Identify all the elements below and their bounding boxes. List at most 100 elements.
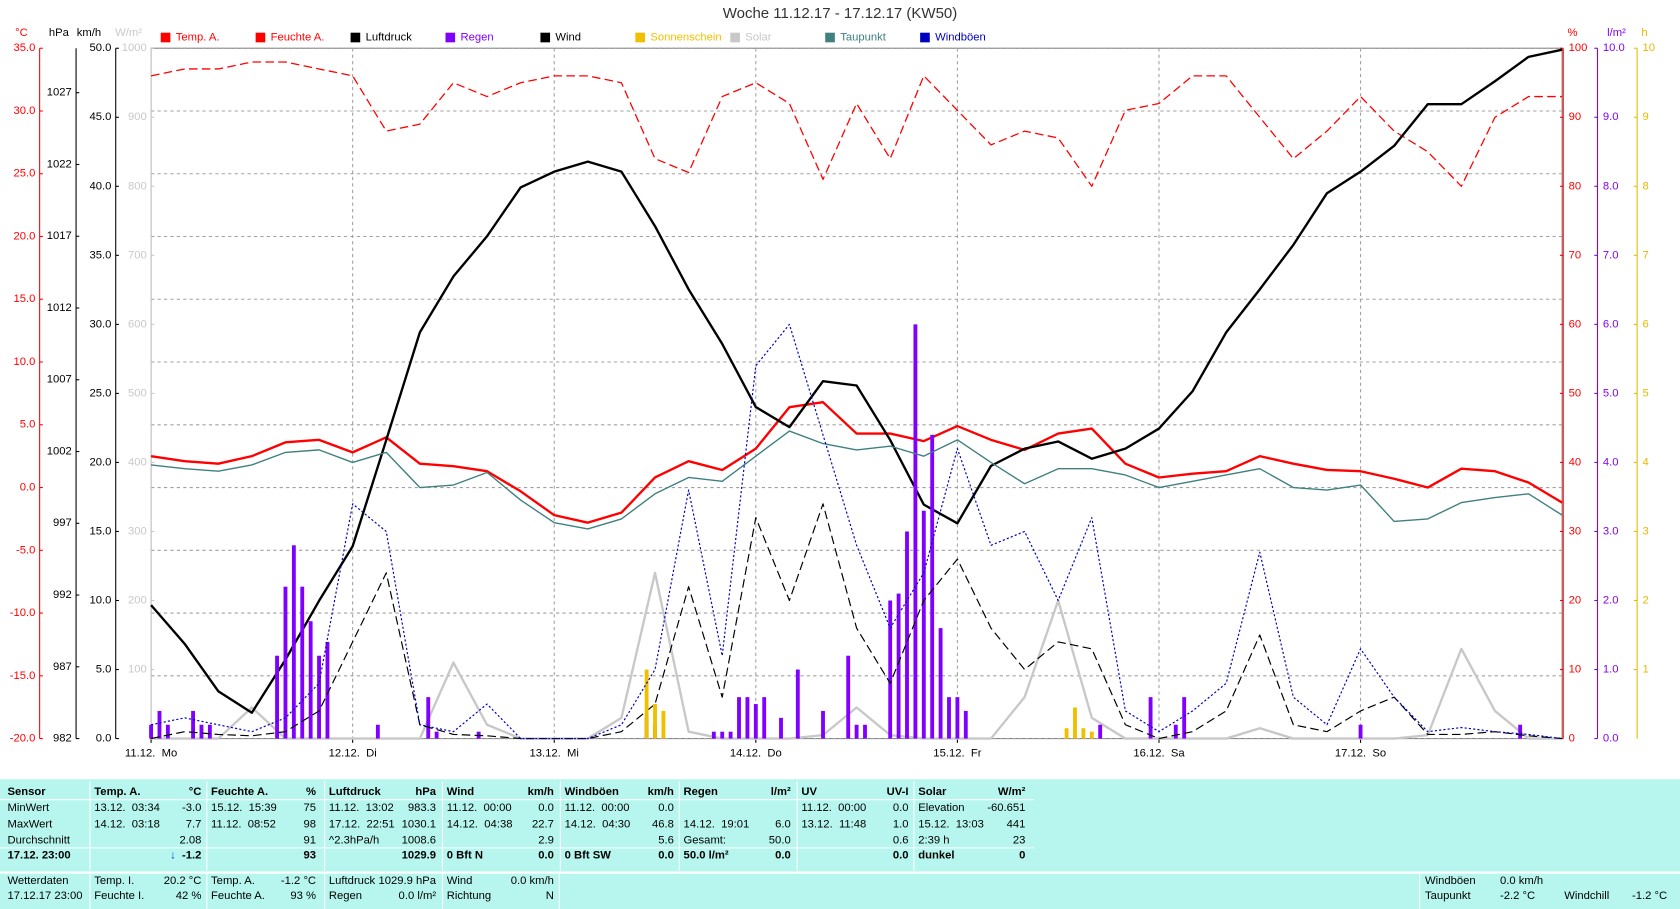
y-tick-label: 992 bbox=[53, 589, 72, 601]
legend-label: Taupunkt bbox=[840, 31, 887, 43]
y-tick-label: 10.0 bbox=[1603, 42, 1625, 54]
bar bbox=[207, 724, 212, 739]
footer-value: 42 % bbox=[176, 890, 202, 902]
bar bbox=[896, 593, 901, 739]
column-unit: W/m² bbox=[998, 786, 1026, 798]
bar bbox=[300, 586, 305, 739]
y-tick-label: 5.0 bbox=[1603, 387, 1619, 399]
bar bbox=[745, 697, 750, 739]
series-line bbox=[151, 571, 1563, 740]
legend-swatch bbox=[920, 32, 930, 43]
column-header: UV bbox=[801, 786, 817, 798]
cell-value: 983.3 bbox=[408, 802, 436, 814]
y-tick-label: 900 bbox=[128, 111, 147, 123]
footer-value: 1029.9 hPa bbox=[379, 875, 437, 887]
legend-swatch bbox=[635, 32, 645, 43]
cell-value: -1.2 bbox=[182, 849, 201, 861]
bar bbox=[644, 669, 649, 739]
bar bbox=[905, 531, 909, 739]
y-tick-label: 400 bbox=[128, 456, 147, 468]
y-tick-label: 40 bbox=[1569, 456, 1582, 468]
footer-label: Luftdruck bbox=[329, 875, 376, 887]
footer-label: Feuchte I. bbox=[94, 890, 144, 902]
legend-label: Sonnenschein bbox=[650, 31, 721, 43]
cell-label: 14.12. 03:18 bbox=[94, 818, 160, 830]
legend-label: Temp. A. bbox=[176, 31, 220, 43]
bar bbox=[863, 724, 867, 739]
legend-label: Windböen bbox=[935, 31, 986, 43]
chart-title: Woche 11.12.17 - 17.12.17 (KW50) bbox=[723, 5, 958, 22]
cell-value: 0.0 bbox=[658, 802, 674, 814]
y-tick-label: 5.0 bbox=[96, 663, 112, 675]
x-tick-label: 12.12. Di bbox=[329, 748, 377, 760]
footer-label: Regen bbox=[329, 890, 362, 902]
legend-swatch bbox=[350, 32, 361, 43]
cell-label: Elevation bbox=[918, 802, 964, 814]
y-tick-label: 10 bbox=[1643, 42, 1656, 54]
bar bbox=[1173, 724, 1178, 739]
y-tick-label: 7 bbox=[1643, 249, 1649, 261]
y-tick-label: 982 bbox=[53, 733, 72, 745]
legend-label: Solar bbox=[745, 31, 772, 43]
cell-value: -3.0 bbox=[182, 802, 201, 814]
y-tick-label: 30 bbox=[1569, 525, 1582, 537]
cell-value: 46.8 bbox=[652, 818, 674, 830]
cell-label: 15.12. 13:03 bbox=[918, 818, 984, 830]
y-tick-label: 50.0 bbox=[90, 42, 112, 54]
bar bbox=[661, 710, 666, 739]
footer-label: Windböen bbox=[1425, 875, 1476, 887]
column-header: Luftdruck bbox=[329, 786, 382, 798]
cell-value: 441 bbox=[1007, 818, 1026, 830]
bar bbox=[762, 697, 767, 739]
y-tick-label: 0.0 bbox=[20, 482, 36, 494]
cell-label: Gesamt: bbox=[684, 834, 727, 846]
cell-value: 0.0 bbox=[538, 849, 554, 861]
y-tick-label: 1017 bbox=[47, 230, 72, 242]
cell-value: -60.651 bbox=[987, 802, 1025, 814]
y-tick-label: 90 bbox=[1569, 111, 1582, 123]
bar bbox=[149, 724, 153, 739]
cell-value: 0.0 bbox=[658, 849, 674, 861]
footer-panel bbox=[0, 873, 1680, 909]
y-tick-label: 100 bbox=[128, 663, 147, 675]
footer-label: Wind bbox=[447, 875, 473, 887]
footer-value: 0.0 km/h bbox=[1500, 875, 1543, 887]
y-tick-label: 3 bbox=[1643, 525, 1649, 537]
y-tick-label: 3.0 bbox=[1603, 525, 1619, 537]
cell-value: 50.0 bbox=[769, 834, 791, 846]
y-tick-label: 1012 bbox=[47, 302, 72, 314]
y-tick-label: 987 bbox=[53, 661, 72, 673]
y-tick-label: 35.0 bbox=[13, 42, 35, 54]
y-tick-label: 9.0 bbox=[1603, 111, 1619, 123]
bar bbox=[191, 710, 195, 739]
footer-value: N bbox=[546, 890, 554, 902]
column-unit: hPa bbox=[415, 786, 436, 798]
y-tick-label: 0.0 bbox=[96, 733, 112, 745]
cell-label: 14.12. 19:01 bbox=[684, 818, 750, 830]
y-tick-label: 50 bbox=[1569, 387, 1582, 399]
cell-label: 13.12. 03:34 bbox=[94, 802, 160, 814]
y-tick-label: 1002 bbox=[47, 445, 72, 457]
stats-panel bbox=[0, 779, 1680, 872]
cell-value: 1029.9 bbox=[402, 849, 436, 861]
bar bbox=[1148, 697, 1153, 739]
y-tick-label: 25.0 bbox=[90, 387, 112, 399]
y-tick-label: 30.0 bbox=[13, 105, 35, 117]
column-unit: l/m² bbox=[771, 786, 791, 798]
y-tick-label: 5 bbox=[1643, 387, 1649, 399]
bar bbox=[1098, 724, 1103, 739]
legend-label: Regen bbox=[461, 31, 494, 43]
axis-unit: W/m² bbox=[115, 27, 142, 39]
cell-value: 98 bbox=[304, 818, 317, 830]
cell-value: 1008.6 bbox=[402, 834, 436, 846]
cell-value: 2.08 bbox=[180, 834, 202, 846]
bar bbox=[955, 697, 960, 739]
cell-value: 6.0 bbox=[775, 818, 791, 830]
trend-arrow: ↓ bbox=[170, 849, 176, 861]
footer-value: -1.2 °C bbox=[281, 875, 316, 887]
y-tick-label: 600 bbox=[128, 318, 147, 330]
legend-swatch bbox=[255, 32, 266, 43]
bar bbox=[1518, 724, 1523, 739]
axis-unit: l/m² bbox=[1607, 27, 1626, 39]
y-tick-label: 997 bbox=[53, 517, 72, 529]
